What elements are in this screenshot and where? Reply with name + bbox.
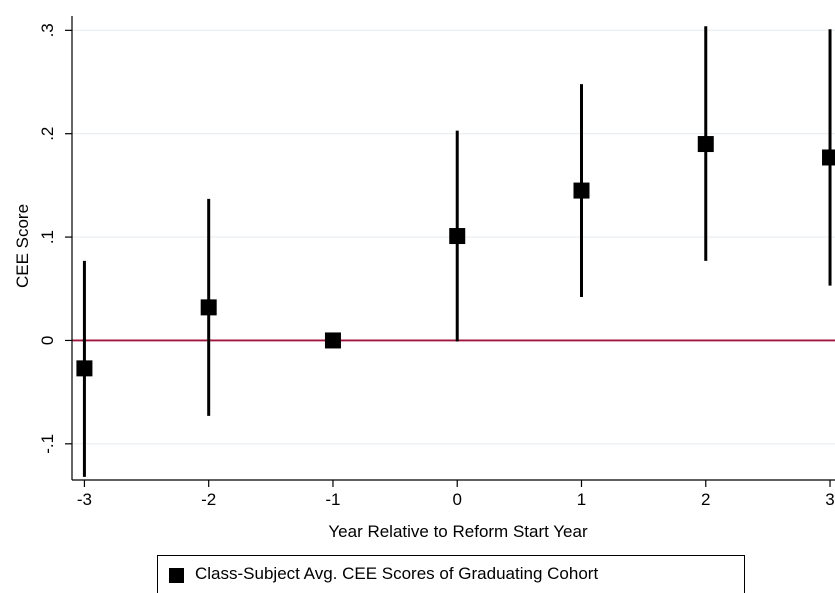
- confidence-intervals: [82, 26, 832, 477]
- y-tick-label: 0: [38, 336, 57, 345]
- gridlines: [72, 29, 835, 445]
- axes: [65, 16, 835, 487]
- coefficient-marker: [200, 299, 217, 316]
- x-tick-label: -1: [325, 490, 340, 509]
- coefficient-marker: [822, 149, 835, 166]
- x-axis-title: Year Relative to Reform Start Year: [328, 522, 588, 541]
- tick-labels: -.1 0 .1 .2 .3 -3 -2 -1 0 1 2 3: [38, 23, 835, 509]
- x-tick-label: 2: [701, 490, 710, 509]
- legend: Class-Subject Avg. CEE Scores of Graduat…: [157, 555, 745, 593]
- coefficient-marker: [449, 228, 466, 245]
- x-tick-label: 3: [825, 490, 834, 509]
- x-tick-label: -3: [77, 490, 92, 509]
- x-tick-label: -2: [201, 490, 216, 509]
- y-tick-label: .2: [38, 127, 57, 141]
- y-tick-label: -.1: [38, 434, 57, 454]
- coefficient-marker: [324, 332, 341, 349]
- coefficient-marker: [573, 182, 590, 199]
- y-tick-label: .3: [38, 23, 57, 37]
- legend-label: Class-Subject Avg. CEE Scores of Graduat…: [195, 564, 599, 583]
- legend-square-marker-icon: [169, 568, 184, 583]
- coefficient-marker: [76, 360, 93, 377]
- y-tick-label: .1: [38, 230, 57, 244]
- x-tick-label: 0: [452, 490, 461, 509]
- point-markers: [76, 136, 835, 377]
- x-tick-label: 1: [577, 490, 586, 509]
- coefficient-marker: [697, 136, 714, 153]
- y-axis-title: CEE Score: [13, 204, 32, 288]
